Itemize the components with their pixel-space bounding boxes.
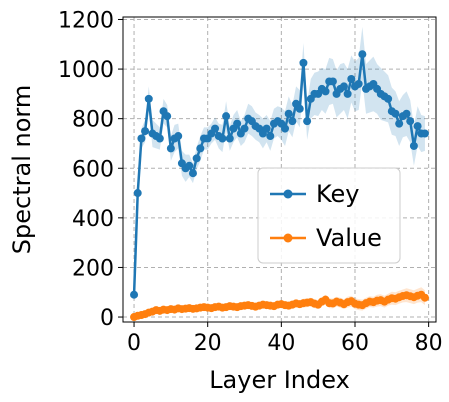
key-data-point — [395, 119, 404, 128]
legend: Key Value — [257, 167, 401, 264]
x-tick-label: 20 — [194, 331, 222, 356]
key-data-point — [262, 124, 271, 133]
key-data-point — [192, 154, 201, 163]
key-data-point — [130, 290, 139, 299]
y-tick-label: 200 — [72, 256, 114, 281]
key-data-point — [155, 134, 164, 143]
key-data-point — [133, 189, 142, 198]
key-confidence-band — [134, 26, 425, 300]
x-axis-label: Layer Index — [209, 366, 350, 394]
key-data-point — [303, 117, 312, 126]
key-data-point — [343, 89, 352, 98]
key-data-point — [347, 74, 356, 83]
key-data-point — [288, 117, 297, 126]
key-data-point — [384, 94, 393, 103]
key-data-point — [211, 124, 220, 133]
key-data-point — [354, 79, 363, 88]
x-tick-label: 80 — [415, 331, 443, 356]
key-data-point — [406, 117, 415, 126]
y-tick-label: 1200 — [58, 8, 114, 33]
plot-frame — [122, 16, 437, 323]
legend-key-marker — [283, 189, 293, 199]
y-tick-label: 800 — [72, 108, 114, 133]
key-data-point — [185, 161, 194, 170]
legend-key-label: Key — [316, 180, 360, 208]
key-data-point — [188, 169, 197, 178]
key-data-point — [391, 109, 400, 118]
key-data-point — [281, 124, 290, 133]
y-axis-label: Spectral norm — [8, 85, 36, 254]
key-data-point — [420, 129, 429, 138]
key-data-point — [321, 87, 330, 96]
grid-lines — [123, 17, 436, 322]
value-data-point — [420, 293, 429, 302]
key-data-point — [141, 127, 150, 136]
x-tick-label: 0 — [127, 331, 141, 356]
x-tick-label: 60 — [341, 331, 369, 356]
key-data-point — [328, 77, 337, 86]
key-data-point — [218, 134, 227, 143]
y-tick-label: 1000 — [58, 58, 114, 83]
key-data-point — [240, 124, 249, 133]
key-data-point — [174, 132, 183, 141]
key-data-point — [413, 122, 422, 131]
y-tick-label: 600 — [72, 157, 114, 182]
y-tick-label: 0 — [100, 306, 114, 331]
key-data-point — [409, 141, 418, 150]
key-data-point — [144, 94, 153, 103]
key-data-point — [225, 134, 234, 143]
y-tick-label: 400 — [72, 207, 114, 232]
key-data-point — [233, 119, 242, 128]
key-data-point — [358, 50, 367, 59]
key-data-point — [222, 112, 231, 121]
key-data-point — [266, 132, 275, 141]
key-data-point — [299, 58, 308, 67]
key-data-point — [137, 134, 146, 143]
key-data-point — [295, 104, 304, 113]
key-data-point — [166, 144, 175, 153]
x-tick-label: 40 — [267, 331, 295, 356]
key-data-point — [402, 109, 411, 118]
key-data-point — [163, 112, 172, 121]
key-data-point — [196, 144, 205, 153]
legend-value-marker — [283, 233, 293, 243]
legend-value-label: Value — [316, 224, 382, 252]
key-data-point — [284, 109, 293, 118]
key-data-point — [339, 82, 348, 91]
series-points — [130, 50, 429, 322]
